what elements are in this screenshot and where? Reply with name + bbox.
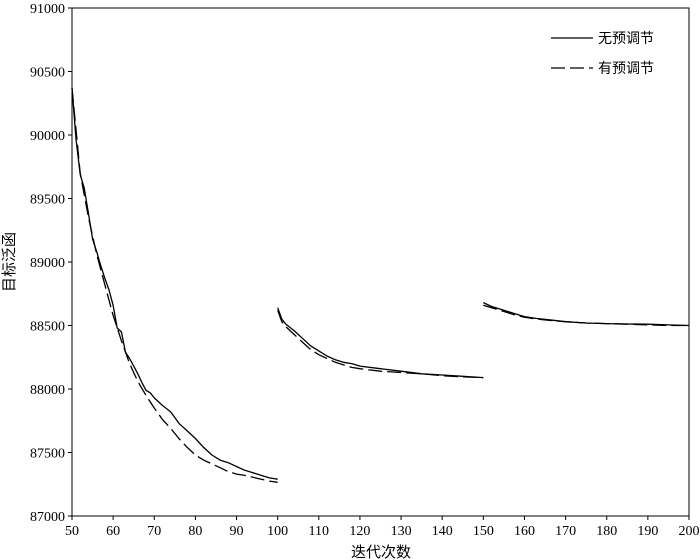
series-2-segment-1-line	[71, 87, 278, 483]
y-tick-label: 90500	[30, 66, 65, 81]
x-tick-label: 60	[106, 524, 120, 539]
x-tick-label: 140	[432, 524, 453, 539]
x-tick-label: 200	[679, 524, 700, 539]
x-tick-label: 150	[473, 524, 494, 539]
x-tick-label: 180	[596, 524, 617, 539]
x-tick-label: 130	[391, 524, 412, 539]
y-axis-ticks: 87000 87500 88000 88500 89000 89500 90000 90500…	[30, 2, 72, 525]
x-tick-label: 70	[147, 524, 161, 539]
y-tick-label: 88500	[30, 320, 65, 335]
x-tick-label: 160	[514, 524, 535, 539]
x-tick-label: 50	[65, 524, 79, 539]
plot-frame	[71, 7, 690, 517]
y-tick-label: 87000	[30, 510, 65, 525]
x-axis-ticks: 50 60 70 80 90 100 110 120 130 140 150 160 170 180 190…	[65, 516, 700, 539]
x-tick-label: 170	[555, 524, 576, 539]
y-tick-label: 90000	[30, 129, 65, 144]
legend-label-1: 无预调节	[598, 31, 654, 47]
x-axis-title: 迭代次数	[351, 543, 411, 560]
legend-label-2: 有预调节	[598, 61, 654, 77]
x-tick-label: 90	[230, 524, 244, 539]
y-tick-label: 88000	[30, 383, 65, 398]
series-2-segment-2-line	[277, 310, 484, 379]
y-axis-title: 目标泛函	[0, 232, 18, 292]
series-lines	[71, 87, 690, 483]
x-tick-label: 110	[309, 524, 329, 539]
x-tick-label: 80	[188, 524, 202, 539]
plot-area-border	[71, 7, 690, 517]
y-tick-label: 91000	[30, 2, 65, 17]
y-tick-label: 87500	[30, 447, 65, 462]
x-tick-label: 100	[267, 524, 288, 539]
series-2-segment-3-line	[483, 304, 689, 327]
y-tick-label: 89500	[30, 193, 65, 208]
x-tick-label: 120	[349, 524, 370, 539]
y-tick-label: 89000	[30, 256, 65, 271]
x-tick-label: 190	[637, 524, 658, 539]
series-1-segment-2-line	[277, 307, 484, 379]
series-1-segment-1-line	[71, 87, 278, 480]
